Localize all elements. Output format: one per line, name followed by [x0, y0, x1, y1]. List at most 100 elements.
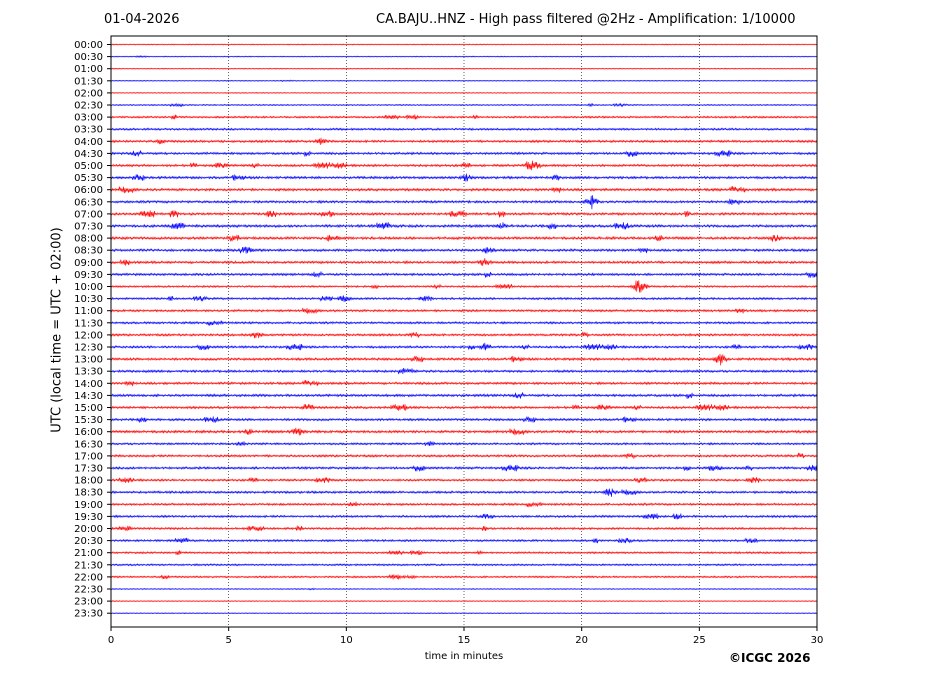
y-tick-label: 02:00: [74, 88, 103, 99]
y-tick-label: 23:00: [74, 597, 103, 608]
y-tick-label: 22:30: [74, 585, 103, 596]
y-tick-label: 20:00: [74, 524, 103, 535]
y-tick-label: 16:30: [74, 439, 103, 450]
y-tick-label: 03:30: [74, 125, 103, 136]
y-tick-label: 17:30: [74, 464, 103, 475]
x-tick-label: 15: [458, 635, 471, 646]
y-tick-label: 14:00: [74, 379, 103, 390]
y-tick-label: 13:00: [74, 355, 103, 366]
y-tick-label: 12:00: [74, 330, 103, 341]
y-tick-label: 21:30: [74, 560, 103, 571]
x-tick-label: 10: [340, 635, 353, 646]
trace-0500: [110, 160, 817, 171]
y-tick-label: 15:00: [74, 403, 103, 414]
trace-0800: [110, 234, 817, 242]
y-tick-label: 17:00: [74, 451, 103, 462]
y-tick-label: 14:30: [74, 391, 103, 402]
chart-title: CA.BAJU..HNZ - High pass filtered @2Hz -…: [376, 12, 796, 27]
trace-0630: [110, 195, 817, 210]
trace-1930: [110, 513, 817, 520]
y-tick-label: 19:00: [74, 500, 103, 511]
trace-0930: [110, 271, 817, 278]
x-tick-label: 20: [575, 635, 588, 646]
y-tick-label: 04:30: [74, 149, 103, 160]
trace-0300: [110, 114, 817, 120]
y-tick-label: 03:00: [74, 113, 103, 124]
x-tick-label: 30: [811, 635, 824, 646]
trace-1330: [110, 368, 817, 375]
y-tick-label: 13:30: [74, 367, 103, 378]
y-tick-label: 07:30: [74, 222, 103, 233]
trace-0230: [110, 102, 817, 108]
y-tick-label: 06:30: [74, 197, 103, 208]
x-tick-label: 0: [108, 635, 114, 646]
y-axis-label: UTC (local time = UTC + 02:00): [49, 227, 65, 433]
trace-2000: [110, 525, 817, 532]
copyright-label: ©ICGC 2026: [729, 651, 811, 665]
seismic-traces: [110, 43, 817, 615]
trace-0400: [110, 137, 817, 146]
y-tick-label: 18:00: [74, 476, 103, 487]
y-tick-label: 18:30: [74, 488, 103, 499]
y-tick-label: 21:00: [74, 548, 103, 559]
y-tick-label: 12:30: [74, 343, 103, 354]
y-tick-label: 05:30: [74, 173, 103, 184]
y-tick-label: 08:30: [74, 246, 103, 257]
trace-0000: [110, 43, 817, 46]
trace-1300: [110, 353, 817, 366]
y-tick-label: 07:00: [74, 209, 103, 220]
y-tick-label: 08:00: [74, 234, 103, 245]
trace-2330: [110, 612, 817, 615]
y-tick-label: 20:30: [74, 536, 103, 547]
x-tick-label: 25: [693, 635, 706, 646]
trace-0430: [110, 150, 817, 157]
trace-1900: [110, 501, 817, 508]
trace-0700: [110, 210, 817, 218]
y-tick-label: 00:30: [74, 52, 103, 63]
trace-1200: [110, 331, 817, 339]
x-axis-label: time in minutes: [424, 651, 504, 662]
trace-2300: [110, 600, 817, 603]
trace-0330: [110, 127, 817, 132]
y-tick-label: 04:00: [74, 137, 103, 148]
trace-0900: [110, 257, 817, 266]
trace-1130: [110, 320, 817, 326]
trace-1600: [110, 427, 817, 436]
y-tick-label: 16:00: [74, 427, 103, 438]
trace-1830: [110, 488, 817, 497]
trace-0730: [110, 222, 817, 230]
trace-1730: [110, 464, 817, 472]
trace-0530: [110, 173, 817, 182]
trace-2030: [110, 537, 817, 544]
x-tick-label: 5: [225, 635, 231, 646]
y-tick-label: 01:00: [74, 64, 103, 75]
trace-1700: [110, 452, 817, 459]
y-tick-label: 09:30: [74, 270, 103, 281]
trace-2100: [110, 549, 817, 556]
y-tick-label: 06:00: [74, 185, 103, 196]
y-tick-label: 00:00: [74, 40, 103, 51]
trace-0830: [110, 246, 817, 254]
trace-2230: [110, 587, 817, 591]
plot-background: [111, 36, 817, 627]
trace-2130: [110, 563, 817, 567]
date-label: 01-04-2026: [104, 12, 180, 27]
y-tick-label: 23:30: [74, 609, 103, 620]
y-tick-label: 11:30: [74, 318, 103, 329]
x-axis-ticks: 0 5 10 15 20 25 30: [108, 627, 824, 646]
y-tick-label: 05:00: [74, 161, 103, 172]
y-tick-label: 19:30: [74, 512, 103, 523]
trace-1000: [110, 280, 817, 293]
y-tick-label: 02:30: [74, 101, 103, 112]
y-tick-label: 10:30: [74, 294, 103, 305]
trace-1800: [110, 477, 817, 483]
trace-1230: [110, 342, 817, 351]
trace-1630: [110, 441, 817, 447]
trace-1530: [110, 416, 817, 423]
trace-1100: [110, 307, 817, 314]
trace-1500: [110, 404, 817, 411]
trace-0130: [110, 79, 817, 83]
y-tick-label: 22:00: [74, 572, 103, 583]
